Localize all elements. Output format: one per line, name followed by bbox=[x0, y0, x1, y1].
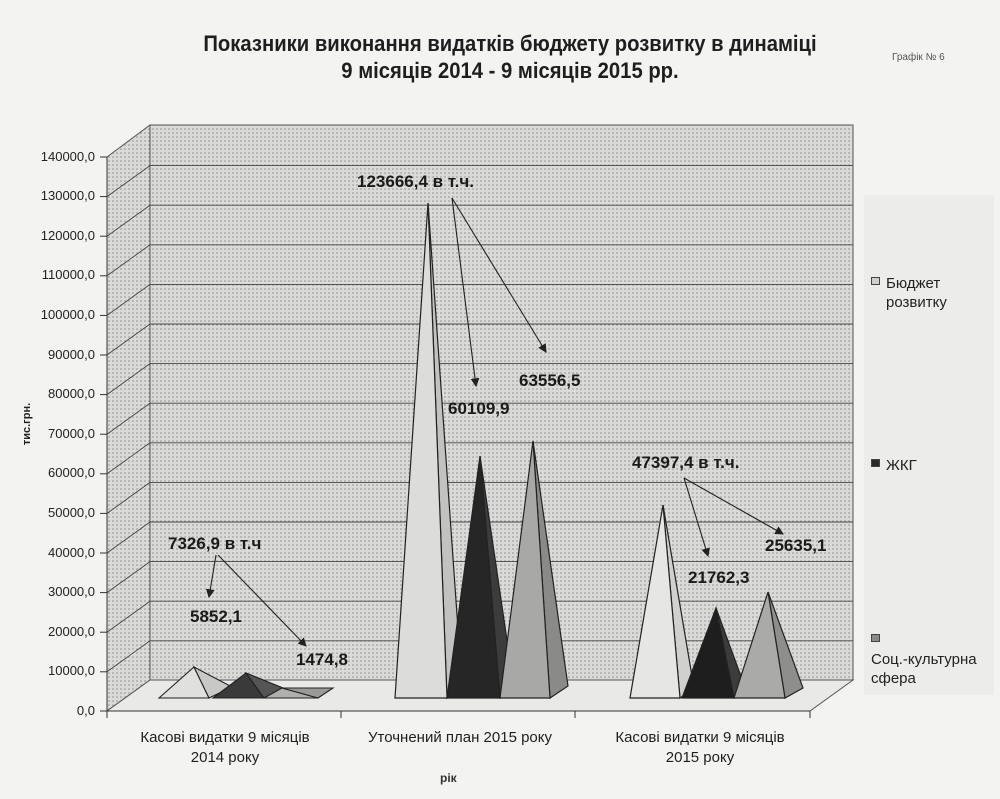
legend-background bbox=[864, 195, 994, 695]
pyramid-zhkg-2015 bbox=[681, 605, 735, 699]
chart-title-line2: 9 місяців 2014 - 9 місяців 2015 рр. bbox=[341, 58, 679, 83]
y-tick: 70000,0 bbox=[48, 426, 95, 441]
chart-title-line1: Показники виконання видатків бюджету роз… bbox=[203, 31, 817, 56]
graph-number: Графік № 6 bbox=[892, 52, 945, 63]
legend-label: Соц.-культурна bbox=[871, 651, 977, 668]
y-tick: 140000,0 bbox=[40, 149, 95, 164]
pyramid-budget-plan-2015 bbox=[394, 202, 448, 699]
legend-swatch-icon bbox=[871, 277, 880, 285]
y-tick: 30000,0 bbox=[48, 584, 95, 599]
y-tick: 120000,0 bbox=[40, 228, 95, 243]
y-tick: 130000,0 bbox=[40, 188, 95, 203]
pyramid-group-plan-2015 bbox=[394, 202, 569, 700]
pyramid-group-2014 bbox=[157, 665, 335, 699]
legend-label: Бюджет bbox=[886, 275, 941, 292]
category-label-line: Уточнений план 2015 року bbox=[367, 729, 552, 746]
category-label-line: Касові видатки 9 місяців bbox=[140, 729, 310, 746]
y-tick: 10000,0 bbox=[48, 663, 95, 678]
category-label-2015: Касові видатки 9 місяців 2015 року bbox=[585, 728, 815, 768]
y-tick: 40000,0 bbox=[48, 545, 95, 560]
legend-swatch-icon bbox=[871, 459, 880, 467]
y-axis-label: тис.грн. bbox=[21, 402, 33, 446]
annotation-total-plan-2015: 123666,4 в т.ч. bbox=[357, 172, 474, 191]
y-tick: 0,0 bbox=[76, 703, 95, 718]
x-axis-label: рік bbox=[440, 771, 457, 785]
y-tick: 60000,0 bbox=[48, 465, 95, 480]
back-wall bbox=[149, 124, 854, 681]
annotation-zhkg-2015: 21762,3 bbox=[688, 568, 750, 587]
legend-label: розвитку bbox=[886, 294, 947, 311]
annotation-soc-2015: 25635,1 bbox=[765, 536, 827, 555]
gridlines bbox=[106, 165, 853, 673]
annotation-total-2014: 7326,9 в т.ч bbox=[168, 534, 262, 553]
annotation-soc-2014: 1474,8 bbox=[296, 650, 348, 669]
pyramid-soc-plan-2015 bbox=[499, 440, 551, 699]
pyramid-soc-2015 bbox=[733, 591, 786, 699]
pyramid-budget-2015 bbox=[629, 504, 681, 699]
y-tick: 100000,0 bbox=[40, 307, 95, 322]
annotation-arrows bbox=[205, 197, 784, 647]
category-label-line: 2015 року bbox=[665, 749, 735, 766]
side-wall bbox=[106, 124, 151, 712]
pyramid-zhkg-plan-2015 bbox=[446, 455, 501, 699]
annotation-total-2015: 47397,4 в т.ч. bbox=[632, 453, 740, 472]
y-tick: 80000,0 bbox=[48, 386, 95, 401]
category-label-2014: Касові видатки 9 місяців 2014 року bbox=[115, 728, 335, 768]
y-axis bbox=[100, 156, 811, 718]
chart-title: Показники виконання видатків бюджету роз… bbox=[179, 30, 841, 84]
category-label-line: Касові видатки 9 місяців bbox=[615, 729, 785, 746]
legend-item-zhkg: ЖКГ bbox=[871, 456, 917, 475]
legend-swatch-icon bbox=[871, 634, 880, 642]
y-tick: 110000,0 bbox=[41, 267, 95, 282]
annotation-zhkg-2014: 5852,1 bbox=[190, 607, 242, 626]
legend-label: сфера bbox=[871, 670, 916, 687]
category-label-line: 2014 року bbox=[190, 749, 260, 766]
y-tick: 90000,0 bbox=[48, 347, 95, 362]
y-tick: 20000,0 bbox=[48, 624, 95, 639]
category-label-plan-2015: Уточнений план 2015 року bbox=[345, 728, 575, 748]
legend-label: ЖКГ bbox=[886, 457, 917, 474]
legend-item-soc: Соц.-культурна сфера bbox=[871, 631, 977, 688]
legend-item-budget: Бюджет розвитку bbox=[871, 274, 947, 312]
y-tick: 50000,0 bbox=[48, 505, 95, 520]
annotation-zhkg-plan-2015: 60109,9 bbox=[448, 399, 510, 418]
pyramid-group-2015 bbox=[629, 504, 804, 700]
annotation-soc-plan-2015: 63556,5 bbox=[519, 371, 581, 390]
